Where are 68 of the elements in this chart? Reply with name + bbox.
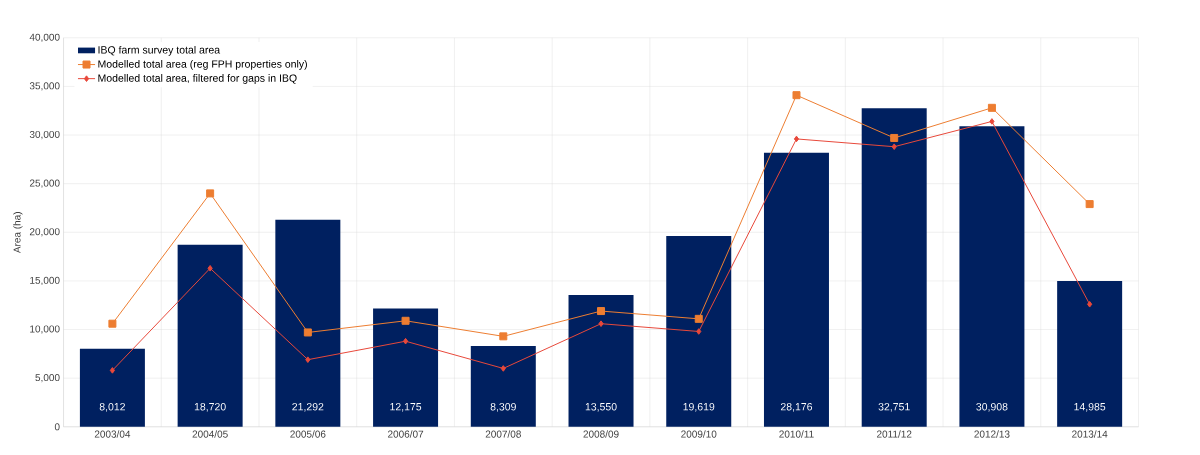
legend-label: IBQ farm survey total area [98,45,221,56]
point [500,365,506,372]
point [499,332,508,341]
x-tick-label: 2006/07 [388,430,424,438]
x-tick-label: 2007/08 [485,430,521,438]
data-label: 12,175 [390,403,422,412]
x-tick-label: 2003/04 [94,430,131,438]
point [305,356,311,363]
data-label: 32,751 [878,403,910,412]
point [891,143,897,151]
bar [666,235,732,427]
y-tick-label: 0 [54,423,60,431]
y-tick-label: 30,000 [29,130,60,140]
bar [177,244,243,427]
y-tick-label: 35,000 [29,82,60,91]
data-label: 19,619 [683,403,715,412]
data-label: 28,176 [780,403,813,412]
data-label: 30,908 [976,403,1008,412]
point [598,320,604,327]
y-tick-label: 40,000 [29,33,60,42]
point [206,189,215,198]
point [792,91,801,100]
y-tick-label: 10,000 [30,325,60,334]
point [108,319,117,328]
data-label: 8,309 [490,403,516,412]
x-tick-label: 2009/10 [681,430,717,438]
y-tick-label: 5,000 [35,374,60,383]
y-tick-label: 25,000 [29,179,60,188]
x-tick-label: 2008/09 [583,430,619,438]
point [696,328,702,335]
point [694,314,703,323]
bar [763,152,829,427]
data-label: 14,985 [1074,403,1106,412]
y-tick-label: 20,000 [29,228,60,237]
data-label: 8,012 [99,403,125,412]
point [890,133,899,142]
x-tick-label: 2012/13 [974,430,1010,438]
y-tick-label: 15,000 [30,276,60,286]
bar [1057,281,1123,427]
x-tick-label: 2013/14 [1072,430,1108,438]
bar [568,295,634,427]
bar [861,108,927,427]
point [1085,200,1094,209]
legend-label: Modelled total area (reg FPH properties only) [98,59,307,70]
bar [373,308,439,427]
point [597,307,606,316]
x-tick-label: 2004/05 [192,430,228,438]
point [401,316,410,325]
data-label: 21,292 [292,403,324,412]
x-tick-label: 2005/06 [290,430,326,438]
point [987,103,996,112]
x-tick-label: 2011/12 [877,430,912,438]
bar [79,348,145,427]
point [1087,300,1093,308]
point [793,135,800,143]
legend-label: Modelled total area, filtered for gaps in IBQ [98,74,297,84]
point [303,328,312,337]
point [402,337,409,345]
point [109,367,115,374]
point [989,118,995,125]
x-tick-label: 2010/11 [779,430,814,438]
bar [959,126,1025,427]
data-label: 13,550 [585,403,617,412]
point [207,264,213,272]
y-axis-title: Area (ha) [13,212,23,254]
bar [275,219,341,427]
data-label: 18,720 [194,403,226,412]
bar [470,345,536,427]
